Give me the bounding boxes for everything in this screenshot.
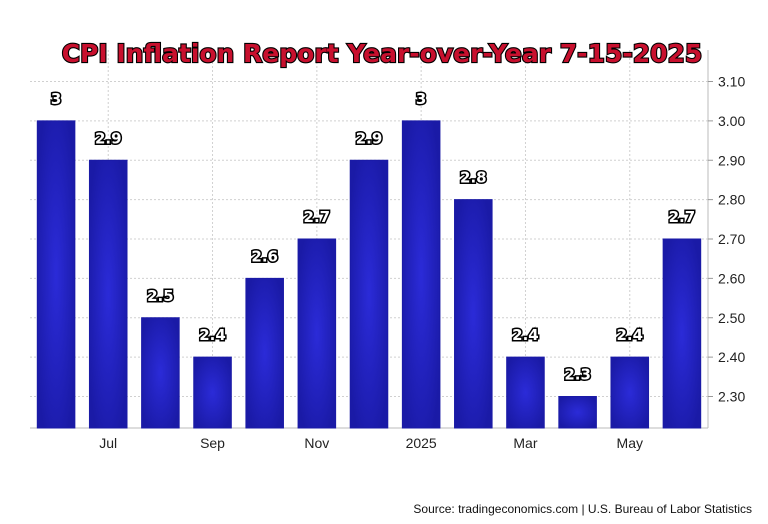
bar-mar — [506, 356, 545, 429]
x-tick-label: Sep — [200, 435, 225, 451]
x-tick-label: Mar — [513, 435, 537, 451]
data-label: 2.9 — [356, 129, 383, 147]
x-axis-ticks: Jul Sep Nov 2025 Mar May — [99, 435, 643, 451]
data-label: 2.6 — [251, 247, 278, 265]
y-tick-label: 2.90 — [718, 152, 745, 168]
x-tick-label: 2025 — [406, 435, 437, 451]
bar-oct — [245, 277, 284, 429]
y-tick-label: 2.50 — [718, 310, 745, 326]
x-tick-label: Nov — [304, 435, 329, 451]
bar-jun-2024 — [36, 120, 76, 429]
bar-aug — [141, 317, 180, 429]
source-text: Source: tradingeconomics.com | U.S. Bure… — [413, 502, 752, 516]
data-label: 2.7 — [304, 208, 331, 226]
data-label: 2.9 — [95, 129, 122, 147]
bar-may — [610, 356, 650, 429]
data-label: 2.8 — [460, 169, 487, 187]
x-tick-label: Jul — [99, 435, 117, 451]
chart-title: CPI Inflation Report Year-over-Year 7-15… — [62, 39, 703, 68]
bar-sep — [193, 356, 232, 429]
y-tick-label: 2.60 — [718, 270, 745, 286]
bar-jul — [88, 159, 128, 429]
y-tick-label: 3.00 — [718, 113, 745, 129]
data-label: 3 — [416, 90, 426, 108]
y-tick-label: 3.10 — [718, 74, 745, 90]
y-tick-label: 2.80 — [718, 192, 745, 208]
bar-apr — [558, 396, 597, 429]
data-label: 2.4 — [616, 326, 643, 344]
data-labels: 3 2.9 2.5 2.4 2.6 2.7 2.9 3 2.8 2.4 2.3 2.4 2.7 — [49, 88, 696, 385]
data-label: 2.4 — [512, 326, 539, 344]
bars — [36, 120, 702, 429]
y-axis-ticks: 2.30 2.40 2.50 2.60 2.70 2.80 2.90 3.00 3.10 — [708, 74, 745, 405]
bar-dec — [349, 159, 389, 429]
data-label: 2.7 — [669, 208, 696, 226]
y-tick-label: 2.70 — [718, 231, 745, 247]
x-tick-label: May — [617, 435, 643, 451]
bar-nov — [297, 238, 337, 429]
data-label: 2.3 — [564, 366, 591, 384]
data-label: 3 — [51, 90, 61, 108]
bar-jun-2025 — [662, 238, 702, 429]
y-tick-label: 2.40 — [718, 349, 745, 365]
bar-feb — [454, 199, 493, 429]
bar-2025 — [401, 120, 441, 429]
data-label: 2.4 — [199, 326, 226, 344]
data-label: 2.5 — [147, 287, 174, 305]
y-tick-label: 2.30 — [718, 389, 745, 405]
